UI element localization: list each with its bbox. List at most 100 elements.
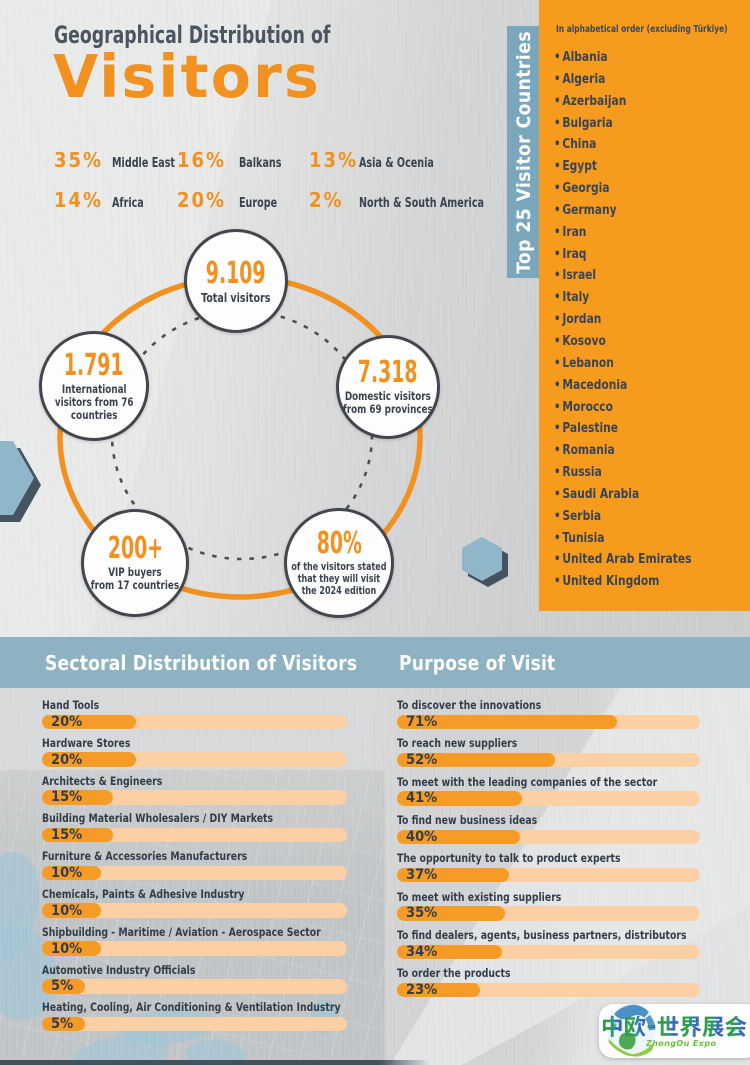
country-item: Morocco [554,397,726,419]
sectoral-bar-track: 5% [42,1016,347,1033]
purpose-bar-label: To meet with the leading companies of th… [397,774,658,789]
purpose-bar-track: 34% [397,943,700,960]
country-item: Jordan [554,309,726,331]
country-item: Italy [554,287,726,309]
sectoral-bar-row: Hand Tools 20% [42,699,347,737]
top-countries-banner: Top 25 Visitor Countries [507,26,540,278]
stat-circle-vip-buyers: 200+ VIP buyers from 17 countries [81,509,189,617]
sectoral-bar-fill: 5% [42,1016,86,1033]
country-name: Iraq [562,245,587,262]
sectoral-bar-fill: 20% [42,714,136,729]
stat-circle-total-visitors: 9.109 Total visitors [184,229,288,333]
geo-stat-label: Europe [239,196,278,211]
country-item: Palestine [554,418,726,440]
page-title-visitors: Visitors [53,42,322,111]
country-name: United Arab Emirates [562,551,692,568]
international-visitors-value: 1.791 [64,347,124,383]
return-intent-caption: of the visitors stated that they will vi… [291,561,387,597]
hexagon-decoration-left [0,441,42,523]
country-name: Lebanon [562,354,614,371]
stat-circle-return-intent: 80% of the visitors stated that they wil… [284,508,394,618]
hexagon-svg [462,537,508,587]
purpose-bar-row: To find dealers, agents, business partne… [397,929,700,967]
country-item: Iraq [554,244,726,266]
geo-stat-label: Africa [112,196,144,211]
purpose-bar-fill: 34% [397,943,502,960]
hexagon-decoration-right [462,537,509,588]
country-name: Egypt [562,158,598,175]
cjk-glyph [625,1015,646,1038]
sectoral-bar-label: Chemicals, Paints & Adhesive Industry [42,886,245,901]
country-item: Georgia [554,178,726,200]
cjk-glyph [680,1016,702,1038]
purpose-bar-fill: 23% [397,982,481,998]
purpose-bar-track: 41% [397,791,700,806]
country-name: Germany [562,201,617,218]
cjk-glyph [657,1015,679,1036]
top-countries-list: Albania Algeria Azerbaijan Bulgaria China Egy… [554,47,750,593]
vip-buyers-value: 200+ [107,531,163,566]
cjk-glyph-group [602,1015,747,1038]
sectoral-bar-fill: 15% [42,827,114,844]
stat-circle-domestic-visitors: 7.318 Domestic visitors from 69 province… [336,335,440,439]
country-name: Macedonia [562,376,628,393]
sectoral-bar-track: 20% [42,714,347,729]
sectoral-bar-track: 15% [42,827,347,844]
hexagon-svg [0,441,41,522]
country-name: Tunisia [562,529,605,546]
country-name: Saudi Arabia [562,485,640,502]
sectoral-bar-value: 5% [51,1016,74,1033]
geo-stat-value: 16% [177,148,227,172]
purpose-bar-row: To reach new suppliers 52% [397,737,700,775]
country-name: Albania [562,49,608,65]
sectoral-bar-value: 10% [51,864,83,881]
purpose-bar-track: 37% [397,867,700,883]
purpose-bar-value: 34% [406,943,438,960]
country-name: Italy [562,289,590,306]
sectoral-bar-label: Hand Tools [42,698,100,712]
country-item: China [554,134,726,156]
purpose-bar-value: 71% [406,713,438,730]
globe-continent-south [619,1032,636,1050]
country-name: Morocco [562,398,613,415]
country-name: China [562,136,597,153]
geo-stat: 2% North & South America [309,188,504,228]
purpose-bar-fill: 52% [397,752,555,769]
sectoral-bar-fill: 10% [42,903,101,918]
total-visitors-value: 9.109 [206,255,266,291]
purpose-bar-value: 52% [406,752,438,769]
sectoral-bar-row: Building Material Wholesalers / DIY Mark… [42,812,347,850]
sectoral-bar-value: 10% [51,902,83,919]
sectoral-bar-row: Heating, Cooling, Air Conditioning & Ven… [42,1001,347,1039]
sectoral-bar-track: 15% [42,790,347,805]
expo-logo-subtitle: ZhongOu Expo [646,1039,717,1048]
total-visitors-caption: Total visitors [201,289,271,305]
country-item: Kosovo [554,331,726,353]
country-item: Russia [554,462,726,484]
sectoral-bar-value: 15% [51,827,83,844]
purpose-bar-label: The opportunity to talk to product exper… [397,851,621,866]
geo-stat-label: Middle East [112,156,176,171]
sectoral-bar-label: Heating, Cooling, Air Conditioning & Ven… [42,1000,341,1015]
cjk-glyph [702,1016,724,1038]
purpose-bar-track: 52% [397,752,700,769]
section-band: Sectoral Distribution of Visitors Purpos… [0,637,750,688]
sectoral-bar-row: Chemicals, Paints & Adhesive Industry 10… [42,888,347,926]
globe-swoosh [608,1038,654,1057]
country-name: United Kingdom [562,573,660,590]
country-name: Kosovo [562,332,606,349]
purpose-bar-label: To order the products [397,966,511,981]
purpose-bar-value: 40% [406,828,438,845]
hexagon-face [0,441,34,515]
country-name: Azerbaijan [562,92,627,109]
sectoral-bar-label: Building Material Wholesalers / DIY Mark… [42,811,274,826]
sectoral-bar-label: Shipbuilding - Maritime / Aviation - Aer… [42,924,321,939]
cjk-glyph [647,1025,656,1029]
country-item: Bulgaria [554,113,726,135]
purpose-bar-fill: 40% [397,828,520,845]
country-name: Bulgaria [562,114,613,131]
geo-stat-value: 2% [309,188,344,212]
sectoral-bar-track: 10% [42,941,347,956]
sectoral-bar-track: 5% [42,979,347,994]
country-item: Israel [554,265,726,287]
